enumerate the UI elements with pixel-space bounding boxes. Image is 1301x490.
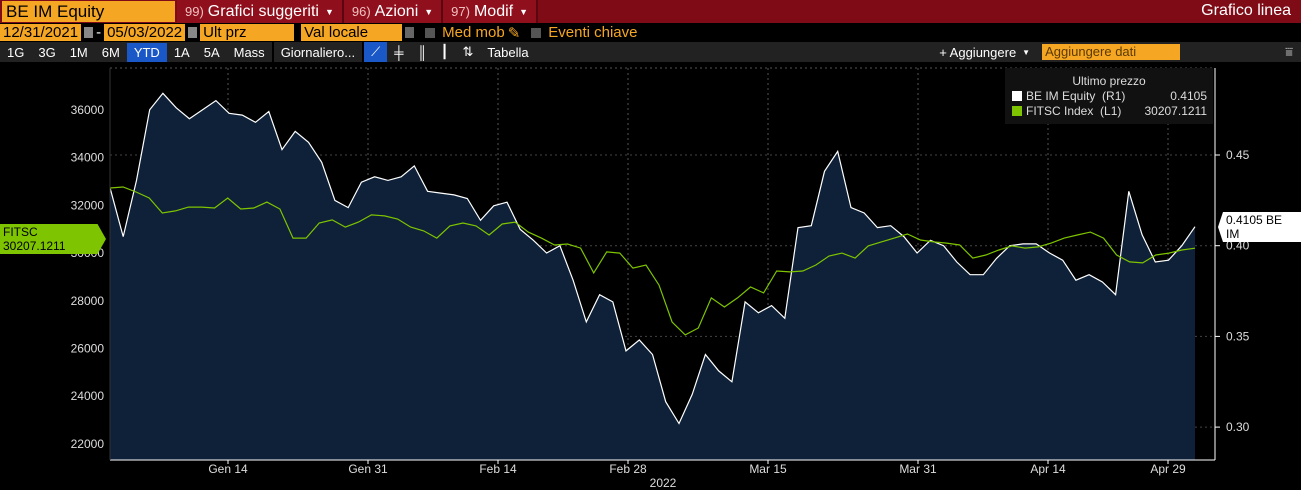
period-ytd[interactable]: YTD: [126, 42, 167, 62]
date-separator: -: [96, 24, 102, 41]
menu-label: Azioni: [374, 2, 419, 20]
chevron-down-icon: ▼: [519, 6, 529, 17]
x-tick-label: Gen 14: [208, 462, 248, 476]
x-tick-label: Mar 15: [749, 462, 787, 476]
toolbar: 1G 3G 1M 6M YTD 1A 5A Mass Giornaliero..…: [0, 42, 1301, 62]
legend-value: 30207.1211: [1144, 103, 1207, 118]
menu-edit[interactable]: 97) Modif ▼: [443, 0, 539, 23]
end-date-input[interactable]: 05/03/2022: [104, 24, 186, 41]
candle-chart-icon[interactable]: ┃: [440, 44, 449, 59]
moving-avg-label: Med mob: [442, 24, 505, 41]
x-tick-label: Apr 14: [1030, 462, 1066, 476]
legend-title: Ultimo prezzo: [1072, 74, 1146, 88]
right-tick-label: 0.45: [1226, 148, 1250, 162]
legend: Ultimo prezzo BE IM Equity (R1) 0.4105 FI…: [1005, 68, 1213, 124]
calendar-icon[interactable]: [188, 27, 198, 38]
x-tick-label: Apr 29: [1150, 462, 1186, 476]
menu-suggested-charts[interactable]: 99) Grafici suggeriti ▼: [177, 0, 344, 23]
add-data-input[interactable]: Aggiungere dati: [1042, 44, 1181, 60]
right-price-tag: 0.4105 BE IM: [1218, 212, 1301, 242]
series-line: [109, 92, 1196, 425]
controls-bar: 12/31/2021 - 05/03/2022 Ult prz Val loca…: [0, 23, 637, 42]
key-events-checkbox[interactable]: [531, 27, 542, 38]
key-events-label: Eventi chiave: [548, 24, 638, 41]
menu-label: Modif: [473, 2, 514, 20]
left-price-tag: FITSC 30207.1211: [0, 224, 106, 254]
line-chart: 2200024000260002800030000320003400036000…: [71, 67, 1250, 490]
chevron-down-icon: ▼: [1022, 47, 1031, 57]
legend-label: FITSC Index (L1): [1026, 103, 1122, 118]
moving-avg-checkbox[interactable]: [425, 27, 436, 38]
legend-label: BE IM Equity (R1): [1026, 88, 1126, 103]
start-date-input[interactable]: 12/31/2021: [0, 24, 82, 41]
period-6m[interactable]: 6M: [101, 44, 120, 60]
ohlc-chart-icon[interactable]: ╪: [394, 44, 404, 60]
page-title: Grafico linea: [1201, 2, 1291, 19]
left-tick-label: 24000: [71, 389, 105, 403]
menu-number: 97): [451, 4, 470, 19]
chevron-down-icon: ▼: [424, 6, 434, 17]
x-tick-label: Mar 31: [899, 462, 937, 476]
left-tick-label: 26000: [71, 342, 105, 356]
divider: [362, 42, 365, 62]
calendar-icon[interactable]: [84, 27, 94, 38]
filter-icon[interactable]: ⩸: [1285, 44, 1293, 59]
right-tick-label: 0.35: [1226, 329, 1250, 343]
period-1g[interactable]: 1G: [7, 44, 25, 60]
header-bar: BE IM Equity 99) Grafici suggeriti ▼ 96) Az…: [0, 0, 1301, 23]
x-tick-label: Feb 14: [479, 462, 517, 476]
add-button[interactable]: + Aggiungere: [939, 44, 1017, 60]
range-chart-icon[interactable]: ⇅: [462, 44, 474, 59]
frequency-select[interactable]: Giornaliero...: [280, 44, 356, 60]
bar-chart-icon[interactable]: ║: [417, 44, 427, 60]
divider: [271, 42, 274, 62]
menu-number: 96): [351, 4, 371, 19]
pencil-icon[interactable]: ✎: [507, 24, 521, 42]
menu-label: Grafici suggeriti: [207, 2, 319, 20]
menu-number: 99): [185, 4, 204, 19]
chevron-down-icon[interactable]: [405, 27, 415, 38]
period-max[interactable]: Mass: [233, 44, 265, 60]
legend-value: 0.4105: [1170, 88, 1207, 103]
line-chart-icon[interactable]: ⟋: [364, 42, 388, 62]
currency-select[interactable]: Val locale: [301, 24, 403, 41]
x-tick-label: Feb 28: [609, 462, 647, 476]
x-year-label: 2022: [650, 476, 677, 490]
left-tick-label: 32000: [71, 198, 105, 212]
x-tick-label: Gen 31: [348, 462, 388, 476]
series-line: [109, 186, 1196, 336]
legend-item: BE IM Equity (R1) 0.4105: [1005, 88, 1213, 103]
legend-item: FITSC Index (L1) 30207.1211: [1005, 103, 1213, 118]
table-button[interactable]: Tabella: [487, 44, 529, 60]
field-input[interactable]: Ult prz: [200, 24, 295, 41]
legend-swatch: [1012, 90, 1022, 101]
left-tick-label: 34000: [71, 151, 105, 165]
period-5a[interactable]: 5A: [203, 44, 220, 60]
chevron-down-icon: ▼: [324, 6, 334, 17]
period-3g[interactable]: 3G: [38, 44, 56, 60]
left-tick-label: 22000: [71, 437, 105, 451]
right-tick-label: 0.40: [1226, 239, 1250, 253]
ticker-input[interactable]: BE IM Equity: [2, 1, 175, 22]
left-tick-label: 28000: [71, 294, 105, 308]
period-1a[interactable]: 1A: [173, 44, 190, 60]
left-tick-label: 36000: [71, 103, 105, 117]
legend-swatch: [1012, 105, 1022, 116]
period-1m[interactable]: 1M: [69, 44, 88, 60]
menu-actions[interactable]: 96) Azioni ▼: [343, 0, 444, 23]
series-area: [110, 93, 1195, 461]
right-tick-label: 0.30: [1226, 420, 1250, 434]
